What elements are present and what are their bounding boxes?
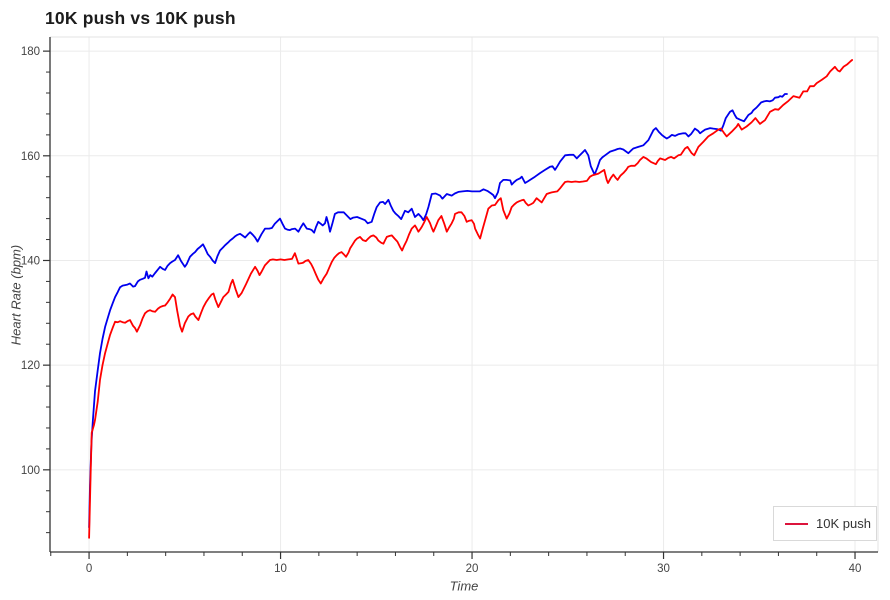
- series-line-1: [88, 59, 853, 539]
- y-tick-label: 140: [21, 255, 40, 267]
- y-tick-label: 180: [21, 46, 40, 58]
- y-tick-label: 120: [21, 360, 40, 372]
- x-tick-label: 10: [274, 563, 287, 575]
- x-tick-label: 40: [849, 563, 862, 575]
- x-axis-title: Time: [449, 578, 479, 594]
- y-axis-title: Heart Rate (bpm): [8, 244, 24, 346]
- chart-title: 10K push vs 10K push: [45, 8, 236, 28]
- legend-line-sample-icon: [785, 522, 808, 525]
- legend-entry-label[interactable]: 10K push: [816, 516, 871, 531]
- series-line-0: [88, 93, 788, 529]
- x-tick-label: 0: [86, 563, 92, 575]
- legend[interactable]: 10K push: [773, 506, 877, 541]
- y-tick-label: 100: [21, 465, 40, 477]
- x-tick-label: 20: [466, 563, 479, 575]
- x-tick-label: 30: [657, 563, 670, 575]
- y-tick-label: 160: [21, 151, 40, 163]
